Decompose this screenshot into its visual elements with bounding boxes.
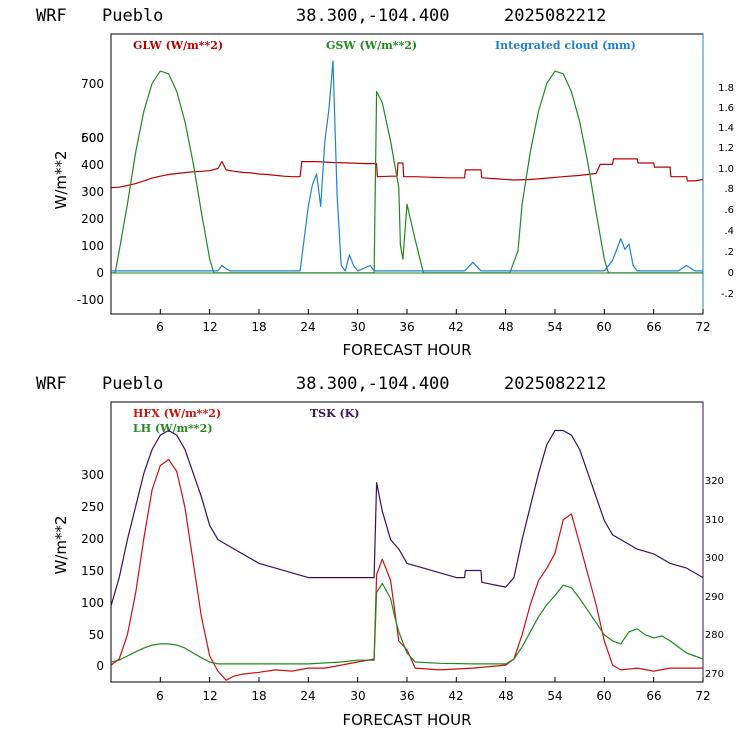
chart-bottom-y-tick-label: 300: [81, 468, 104, 482]
chart-top-legend-gsw: GSW (W/m**2): [326, 39, 417, 52]
chart-top-y-ticks: 700 600 600 500 400 300 200 100 0 -100: [77, 77, 104, 307]
chart-bottom-x-tick-label: 54: [547, 689, 562, 703]
chart-bottom-x-tick-label: 18: [251, 689, 266, 703]
chart-top-y2-tick-label: 1.4: [718, 123, 734, 134]
chart-top-x-tick-label: 42: [448, 320, 463, 334]
chart-top-header-run: 2025082212: [504, 6, 606, 26]
chart-top-series: [110, 60, 704, 314]
chart-top-plot-frame: [110, 33, 704, 315]
chart-bottom-y-axis-label: W/m**2: [52, 515, 70, 574]
chart-top-legend-cloud: Integrated cloud (mm): [495, 39, 636, 52]
chart-bottom-y-tick-label: 0: [96, 659, 104, 673]
chart-top-x-tick-label: 54: [547, 320, 562, 334]
chart-top-x-tick-label: 66: [646, 320, 661, 334]
chart-bottom-x-tick-label: 30: [350, 689, 365, 703]
chart-bottom-plot-frame: [110, 401, 704, 683]
chart-top-y2-tick-label: 1.6: [718, 103, 734, 114]
chart-top-y2-ticks: 1.8 1.6 1.4 1.2 1.0 .8 .6 .4 .2 0 -.2: [718, 83, 734, 300]
chart-top-y-tick-label: 700: [81, 77, 104, 91]
chart-top-series-line-0: [110, 158, 704, 189]
chart-bottom-x-tick-label: 48: [498, 689, 513, 703]
chart-bottom-x-tick-label: 60: [596, 689, 611, 703]
chart-bottom-series-line-1: [110, 582, 704, 665]
chart-top-y-tick-label: 0: [96, 266, 104, 280]
chart-top-y2-tick-label: .2: [724, 247, 734, 258]
chart-bottom-y-tick-label: 250: [81, 500, 104, 514]
chart-top-x-ticks: 6 12 18 24 30 36 42 48 54 60 66 72: [156, 320, 710, 334]
chart-top-series-line-1: [111, 70, 703, 274]
chart-top-y2-tick-label: 1.2: [718, 143, 734, 154]
chart-top-x-tick-label: 12: [202, 320, 217, 334]
chart-bottom-series-line-0: [110, 458, 703, 681]
chart-bottom-x-tick-label: 12: [202, 689, 217, 703]
chart-top-y2-tick-label: .8: [724, 184, 734, 195]
chart-top-series-line-2: [111, 60, 703, 272]
chart-top-y2-tick-label: 1.8: [718, 83, 734, 94]
chart-top-x-tick-label: 48: [498, 320, 513, 334]
chart-bottom-y2-tick-label: 280: [705, 630, 724, 641]
chart-bottom-header-model: WRF: [36, 374, 67, 394]
chart-top-y-axis-label: W/m**2: [52, 150, 70, 209]
chart-bottom-y-tick-label: 200: [81, 532, 104, 546]
chart-top-y2-tick-label: -.2: [721, 289, 734, 300]
chart-bottom-header-coords: 38.300,-104.400: [296, 374, 450, 394]
chart-top-legend-glw: GLW (W/m**2): [133, 39, 223, 52]
chart-top-y2-tick-label: 1.0: [718, 164, 734, 175]
chart-bottom-y-tick-label: 100: [81, 596, 104, 610]
chart-bottom-legend-lh: LH (W/m**2): [133, 422, 213, 435]
chart-top-header: WRF Pueblo 38.300,-104.400 2025082212: [36, 6, 606, 26]
chart-bottom-x-tick-label: 36: [399, 689, 414, 703]
chart-top-y2-tick-label: .4: [724, 226, 734, 237]
chart-top-legend: GLW (W/m**2) GSW (W/m**2) Integrated clo…: [133, 39, 636, 52]
chart-bottom-header: WRF Pueblo 38.300,-104.400 2025082212: [36, 374, 606, 394]
chart-top-x-axis-label: FORECAST HOUR: [342, 341, 471, 359]
chart-top-x-tick-label: 6: [156, 320, 164, 334]
chart-bottom-x-tick-label: 6: [156, 689, 164, 703]
chart-bottom-series-line-2: [110, 429, 704, 607]
chart-bottom-series: [110, 429, 704, 682]
chart-bottom-y-ticks: 300 250 200 150 100 50 0: [81, 468, 104, 673]
chart-top-y2-tick-label: 0: [728, 268, 734, 279]
chart-bottom-x-tick-label: 42: [448, 689, 463, 703]
chart-bottom: WRF Pueblo 38.300,-104.400 2025082212 HF…: [36, 374, 724, 729]
chart-top-x-tick-label: 24: [300, 320, 315, 334]
chart-top-header-location: Pueblo: [102, 6, 163, 26]
chart-top-y-tick-label: 200: [81, 212, 104, 226]
chart-top-x-tick-label: 36: [399, 320, 414, 334]
chart-bottom-y2-tick-label: 310: [705, 515, 724, 526]
chart-top-y-tick-label: 300: [81, 185, 104, 199]
chart-bottom-x-tick-label: 72: [695, 689, 710, 703]
chart-top-header-coords: 38.300,-104.400: [296, 6, 450, 26]
chart-bottom-y2-tick-label: 270: [705, 669, 724, 680]
chart-top-y2-tick-label: .6: [724, 205, 734, 216]
chart-bottom-y2-tick-label: 320: [705, 476, 724, 487]
chart-bottom-x-axis-label: FORECAST HOUR: [342, 711, 471, 729]
chart-bottom-x-ticks: 6 12 18 24 30 36 42 48 54 60 66 72: [156, 689, 710, 703]
chart-top-y-tick-label: -100: [77, 293, 104, 307]
chart-bottom-legend-tsk: TSK (K): [310, 407, 360, 420]
chart-top: WRF Pueblo 38.300,-104.400 2025082212 GL…: [36, 6, 734, 359]
chart-top-y-tick-label: 600: [81, 131, 104, 145]
chart-top-y-tick-label: 100: [81, 239, 104, 253]
chart-top-x-tick-label: 72: [695, 320, 710, 334]
chart-top-x-tick-label: 18: [251, 320, 266, 334]
chart-bottom-y-tick-label: 50: [89, 628, 104, 642]
chart-bottom-y2-tick-label: 290: [705, 592, 724, 603]
chart-bottom-header-location: Pueblo: [102, 374, 163, 394]
chart-bottom-legend-hfx: HFX (W/m**2): [133, 407, 221, 420]
chart-top-y-tick-label: 400: [81, 158, 104, 172]
chart-bottom-y2-tick-label: 300: [705, 553, 724, 564]
chart-bottom-x-tick-label: 66: [646, 689, 661, 703]
chart-top-x-tick-label: 30: [350, 320, 365, 334]
chart-top-y-tick-label: 500: [81, 131, 104, 145]
chart-bottom-y-tick-label: 150: [81, 564, 104, 578]
chart-bottom-legend: HFX (W/m**2) LH (W/m**2) TSK (K): [133, 407, 360, 435]
chart-bottom-header-run: 2025082212: [504, 374, 606, 394]
chart-top-x-tick-label: 60: [596, 320, 611, 334]
chart-top-header-model: WRF: [36, 6, 67, 26]
chart-bottom-x-tick-label: 24: [300, 689, 315, 703]
chart-bottom-y2-ticks: 320 310 300 290 280 270: [705, 476, 724, 680]
